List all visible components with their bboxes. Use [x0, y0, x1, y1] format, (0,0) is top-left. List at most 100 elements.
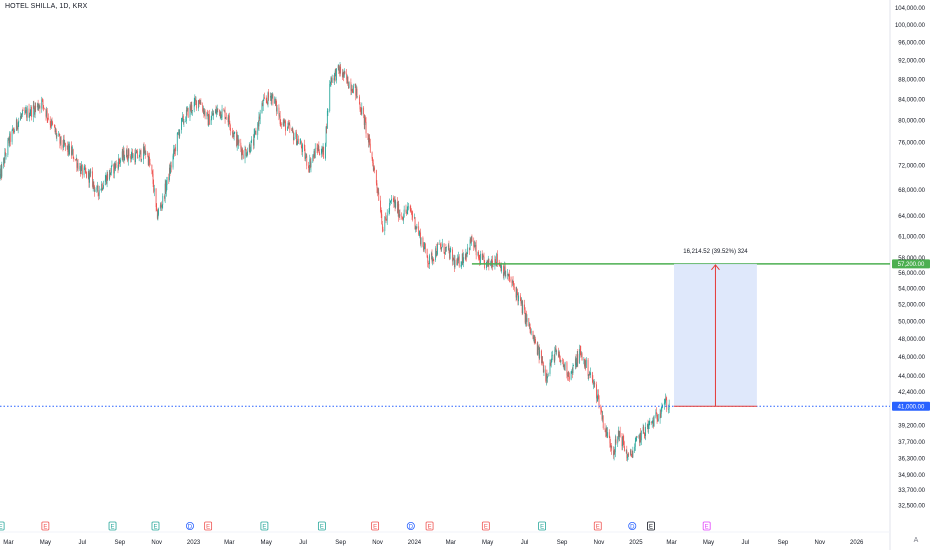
candle-body [12, 128, 14, 131]
earnings-marker[interactable]: E [317, 521, 326, 531]
candle-body [605, 427, 607, 433]
candle-body [602, 415, 604, 420]
earnings-marker[interactable]: E [0, 521, 5, 531]
auto-scale-button[interactable]: A [913, 537, 919, 544]
earnings-marker[interactable]: E [647, 521, 655, 531]
candle-body [352, 92, 354, 94]
candle-body [164, 183, 166, 199]
candle-body [219, 109, 221, 116]
candle-body [381, 214, 383, 225]
candle-body [113, 164, 115, 174]
candle-body [401, 216, 403, 218]
candle-body [149, 156, 150, 164]
candle-body [477, 252, 479, 256]
candle-body [124, 157, 126, 161]
candle-body [491, 260, 493, 266]
earnings-icon [0, 521, 5, 531]
measure-tool[interactable]: 16,214.52 (39.52%) 324 [674, 249, 757, 407]
candle-body [601, 409, 602, 412]
candle-body [660, 407, 662, 414]
earnings-marker[interactable]: E [702, 521, 711, 531]
candle-body [135, 152, 137, 154]
earnings-icon [593, 521, 602, 531]
candle-body [257, 123, 259, 135]
earnings-marker[interactable]: E [538, 521, 547, 531]
earnings-marker[interactable]: E [41, 521, 50, 531]
candle-body [495, 259, 496, 263]
candle-body [507, 273, 509, 276]
dividend-marker[interactable]: D [406, 522, 415, 531]
candle-body [394, 200, 395, 204]
horizontal-lines[interactable]: 57,200.00 41,000.00 [0, 259, 930, 411]
candle-body [626, 450, 628, 459]
price-tick-label: 39,200.00 [898, 424, 925, 430]
dividend-marker[interactable]: D [628, 522, 637, 530]
candle-body [216, 110, 218, 114]
time-axis[interactable]: Mar May Jul Sep Nov 2023 Mar May Jul Sep Nov 2024 Ma… [3, 540, 864, 546]
earnings-marker[interactable]: E [151, 521, 160, 531]
candle-body [280, 124, 282, 125]
candle-body [593, 382, 595, 384]
candle-body [208, 114, 210, 126]
price-tick-label: 34,900.00 [898, 473, 925, 479]
candle-body [478, 252, 479, 259]
candle-body [322, 146, 324, 152]
candle-body [562, 359, 564, 361]
candle-body [92, 181, 94, 187]
candle-body [7, 140, 9, 155]
candle-body [656, 412, 657, 414]
earnings-marker[interactable]: E [204, 521, 213, 531]
candle-body [296, 140, 298, 146]
candle-body [9, 133, 11, 144]
candle-body [440, 244, 441, 247]
price-axis[interactable]: 104,000.00 100,000.00 96,000.00 92,000.00 88… [895, 6, 926, 510]
candle-body [511, 281, 513, 283]
candle-body [436, 254, 438, 256]
candle-body [64, 143, 66, 147]
time-tick-label: Sep [335, 540, 346, 546]
candle-body [657, 418, 659, 422]
candle-body [308, 168, 310, 171]
dividend-marker[interactable]: D [185, 522, 194, 530]
candle-body [51, 120, 53, 123]
candle-body [155, 188, 157, 208]
price-tick-label: 96,000.00 [898, 40, 925, 46]
earnings-marker[interactable]: E [425, 521, 434, 531]
earnings-marker[interactable]: E [108, 521, 117, 531]
earnings-marker[interactable]: E [593, 521, 602, 531]
time-tick-label: Nov [372, 540, 383, 546]
candle-body [187, 108, 189, 118]
candle-body [619, 431, 621, 437]
candle-body [444, 253, 446, 255]
earnings-marker[interactable]: E [371, 521, 380, 531]
price-tick-label: 52,000.00 [898, 303, 925, 309]
earnings-marker[interactable]: E [260, 521, 269, 531]
candle-body [653, 420, 654, 427]
dividend-icon [406, 522, 415, 531]
candle-body [515, 287, 517, 298]
candle-body [338, 65, 340, 70]
candle-body [395, 201, 397, 208]
candle-body [212, 113, 214, 116]
candle-body [500, 264, 502, 272]
candle-body [5, 154, 7, 156]
candle-body [428, 263, 430, 265]
candle-body [306, 155, 308, 166]
candle-body [419, 232, 421, 234]
candle-body [581, 353, 583, 361]
candle-body [371, 152, 373, 159]
candle-body [286, 127, 288, 131]
earnings-marker[interactable]: E [481, 521, 490, 531]
event-marker-letter: E [705, 524, 709, 530]
candle-body [178, 132, 179, 133]
price-tick-label: 33,700.00 [898, 488, 925, 494]
candle-body [207, 112, 208, 114]
price-tick-label: 100,000.00 [895, 23, 926, 29]
candle-body [614, 439, 616, 453]
candle-body [517, 294, 519, 302]
time-tick-label: Jul [742, 540, 750, 546]
candle-body [35, 105, 37, 108]
candle-body [165, 183, 167, 192]
